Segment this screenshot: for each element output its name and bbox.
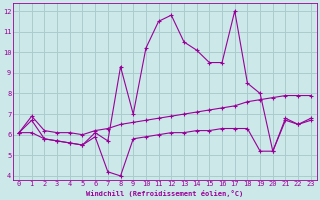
X-axis label: Windchill (Refroidissement éolien,°C): Windchill (Refroidissement éolien,°C) xyxy=(86,190,244,197)
